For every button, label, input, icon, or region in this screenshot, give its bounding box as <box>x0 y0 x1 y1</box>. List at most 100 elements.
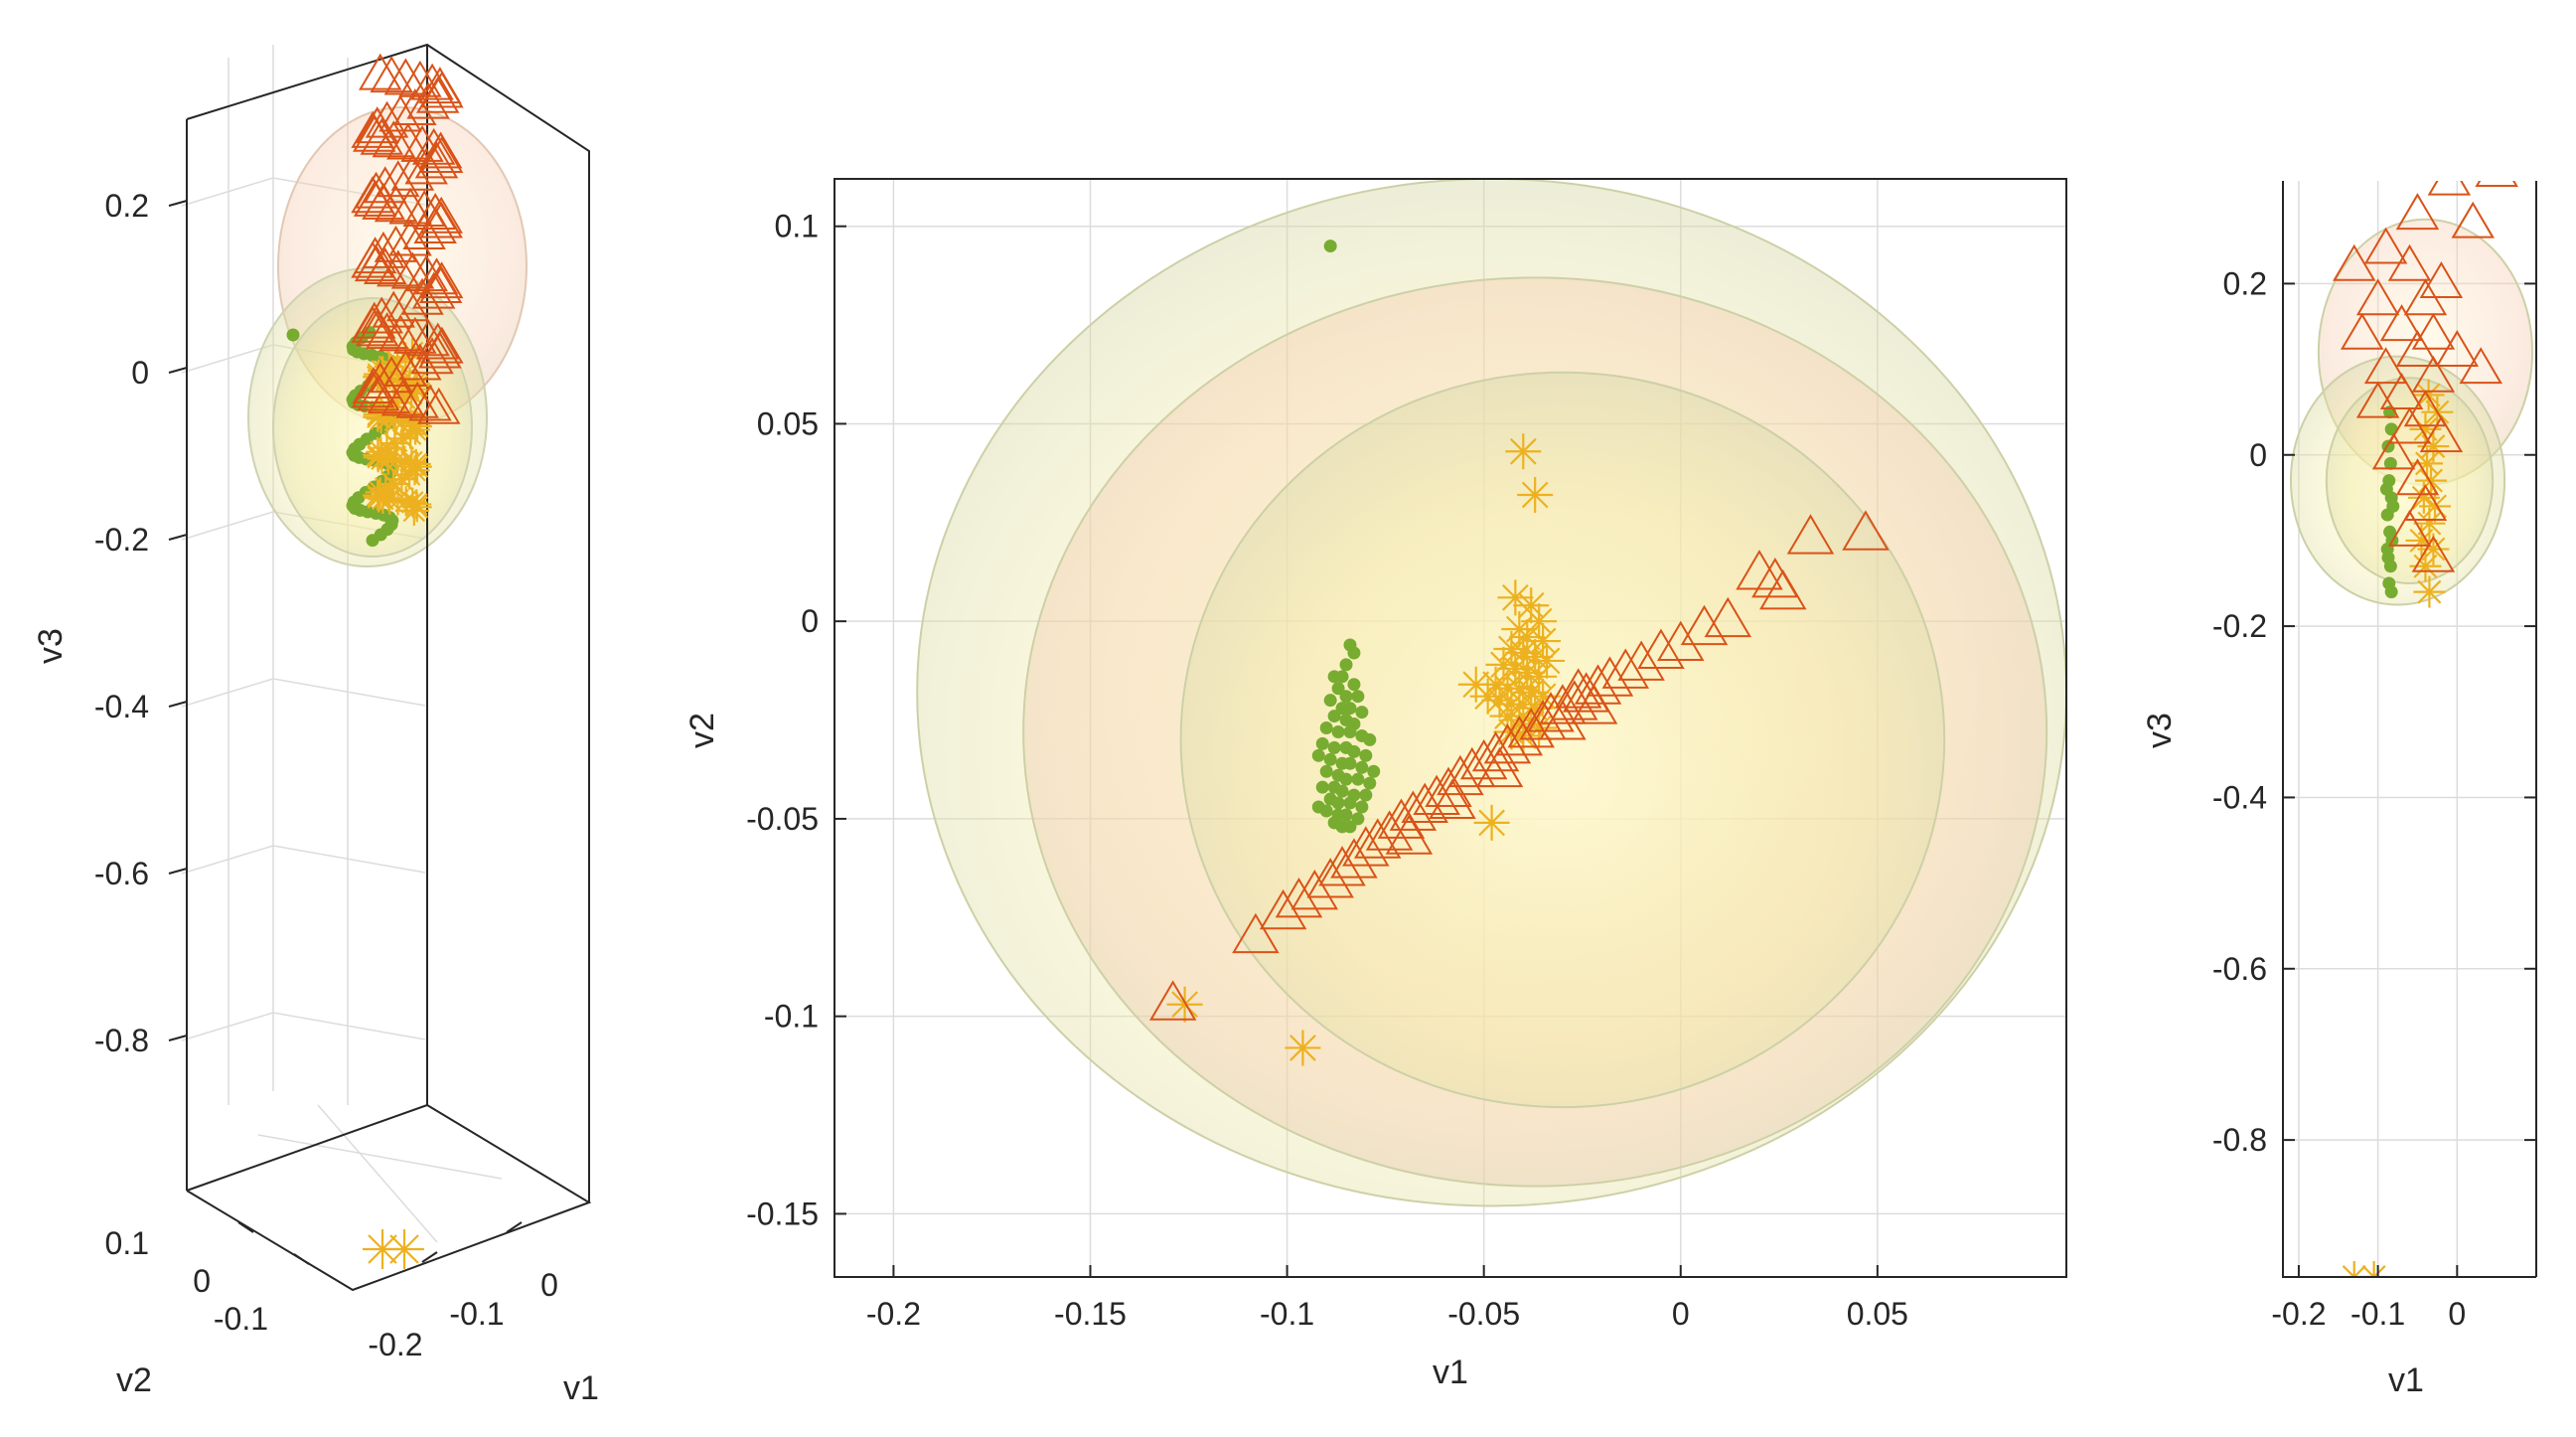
green-dot-marker <box>1359 748 1373 762</box>
left-grid-line <box>272 678 426 707</box>
center-y-tick-label: 0 <box>801 603 819 639</box>
orange-triangle-marker <box>1318 846 1366 886</box>
yellow-asterisk-marker <box>1481 682 1518 718</box>
orange-triangle-marker <box>2411 312 2456 350</box>
orange-triangle-marker <box>1617 640 1665 681</box>
yellow-asterisk-marker <box>1501 670 1538 707</box>
orange-triangle-marker <box>2387 243 2432 281</box>
yellow-asterisk-marker <box>1521 710 1558 746</box>
orange-triangle-marker <box>365 312 409 350</box>
green-dot-marker <box>1355 800 1369 814</box>
yellow-asterisk-marker <box>1489 698 1526 734</box>
green-dot-marker <box>1359 788 1373 802</box>
yellow-asterisk-marker <box>371 473 401 504</box>
orange-triangle-marker <box>1527 692 1575 732</box>
yellow-asterisk-marker <box>401 489 432 520</box>
left-3d-plot: 0.2 0 -0.2 -0.4 -0.6 -0.8 0.1 0 -0.1 v2 <box>32 43 599 1407</box>
green-dot-marker <box>1367 764 1381 778</box>
right-y-tick-label: 0.2 <box>2223 265 2267 301</box>
yellow-asterisk-marker <box>368 356 398 387</box>
green-dot-marker <box>1363 776 1377 790</box>
orange-triangle-marker <box>1259 888 1307 930</box>
left-z-tick-label: -0.8 <box>94 1023 149 1058</box>
green-dot-marker <box>1315 736 1329 750</box>
orange-triangle-marker <box>1842 510 1890 551</box>
green-dot-marker <box>1347 646 1361 660</box>
orange-triangle-marker <box>1507 708 1555 748</box>
left-grid-line <box>272 845 426 874</box>
left-v1-ticks: -0.2 -0.1 0 v1 <box>368 1221 599 1407</box>
yellow-asterisk-marker <box>2411 447 2444 480</box>
left-z-tick-label: -0.2 <box>94 522 149 558</box>
orange-triangle-marker <box>354 171 398 209</box>
orange-triangle-marker <box>385 284 430 322</box>
orange-triangle-marker <box>1570 684 1618 724</box>
center-x-tick-label: -0.1 <box>1260 1296 1314 1332</box>
green-dot-marker <box>1355 760 1369 774</box>
center-y-tick-label: 0.1 <box>775 209 819 244</box>
yellow-asterisk-marker <box>1513 706 1550 742</box>
right-y-tick-label: 0 <box>2249 437 2267 473</box>
orange-triangle-marker <box>1448 746 1496 788</box>
orange-triangle-marker <box>411 127 456 165</box>
green-dot-marker <box>2384 585 2398 599</box>
left-grid-line <box>181 511 274 541</box>
orange-triangle-marker <box>404 254 448 292</box>
orange-triangle-marker <box>372 120 416 158</box>
yellow-asterisk-marker <box>1513 674 1550 711</box>
yellow-asterisk-marker <box>396 447 427 478</box>
left-z-tick-label: 0.2 <box>105 188 149 224</box>
green-dot-marker <box>2379 482 2393 496</box>
orange-triangle-marker <box>356 309 399 347</box>
orange-triangle-marker <box>1148 980 1197 1021</box>
left-marks <box>286 53 464 1269</box>
green-dot-marker <box>1343 796 1357 810</box>
left-grid-line <box>181 678 274 708</box>
orange-triangle-marker <box>1586 656 1634 697</box>
yellow-asterisk-marker <box>400 408 431 439</box>
center-marks <box>1148 240 1890 1066</box>
yellow-asterisk-marker <box>367 396 397 426</box>
green-dot-marker <box>1331 682 1345 696</box>
yellow-asterisk-marker <box>2415 464 2448 497</box>
left-z-tick <box>168 868 188 875</box>
green-dot-marker <box>1323 752 1337 766</box>
orange-triangle-marker <box>2355 381 2400 418</box>
left-v2-tick-label: 0 <box>193 1263 211 1299</box>
yellow-asterisk-marker <box>386 464 417 495</box>
orange-triangle-marker <box>417 387 461 424</box>
green-dot-marker <box>1327 670 1341 684</box>
orange-triangle-marker <box>2387 406 2432 444</box>
green-dot-marker <box>1339 690 1353 704</box>
orange-triangle-marker <box>402 190 446 228</box>
green-dot-marker <box>1327 710 1341 723</box>
green-dot-marker <box>1339 658 1353 672</box>
orange-triangle-marker <box>400 124 444 162</box>
green-dot-marker <box>1319 721 1333 734</box>
yellow-asterisk-marker <box>2419 490 2451 523</box>
orange-triangle-marker <box>2355 278 2400 316</box>
yellow-asterisk-marker <box>1493 631 1530 668</box>
green-dot-marker <box>1319 804 1333 818</box>
right-y-tick-label: -0.4 <box>2212 779 2267 815</box>
center-axes-box <box>833 178 2067 1278</box>
right-ticks: -0.2 -0.1 0 0.2 0 -0.2 -0.4 -0.6 -0.8 <box>2212 265 2536 1332</box>
yellow-asterisk-marker <box>1285 1030 1321 1066</box>
yellow-asterisk-marker <box>1505 433 1542 470</box>
orange-triangle-marker <box>1539 684 1587 724</box>
orange-triangle-marker <box>420 326 464 364</box>
left-z-tick-label: -0.6 <box>94 856 149 891</box>
yellow-asterisk-marker <box>400 448 431 479</box>
orange-triangle-marker <box>2403 278 2448 316</box>
orange-triangle-marker <box>410 63 454 100</box>
orange-triangle-marker <box>352 367 395 404</box>
orange-triangle-marker <box>1759 568 1807 610</box>
center-x-tick-label: -0.05 <box>1447 1296 1520 1332</box>
orange-triangle-marker <box>2451 201 2495 239</box>
yellow-asterisk-marker <box>368 484 398 515</box>
green-dot-marker <box>286 328 300 342</box>
left-v3-axis-label: v3 <box>32 628 70 664</box>
left-grid-line <box>257 1134 503 1180</box>
green-dot-marker <box>1331 724 1345 738</box>
orange-triangle-marker <box>2411 535 2456 572</box>
